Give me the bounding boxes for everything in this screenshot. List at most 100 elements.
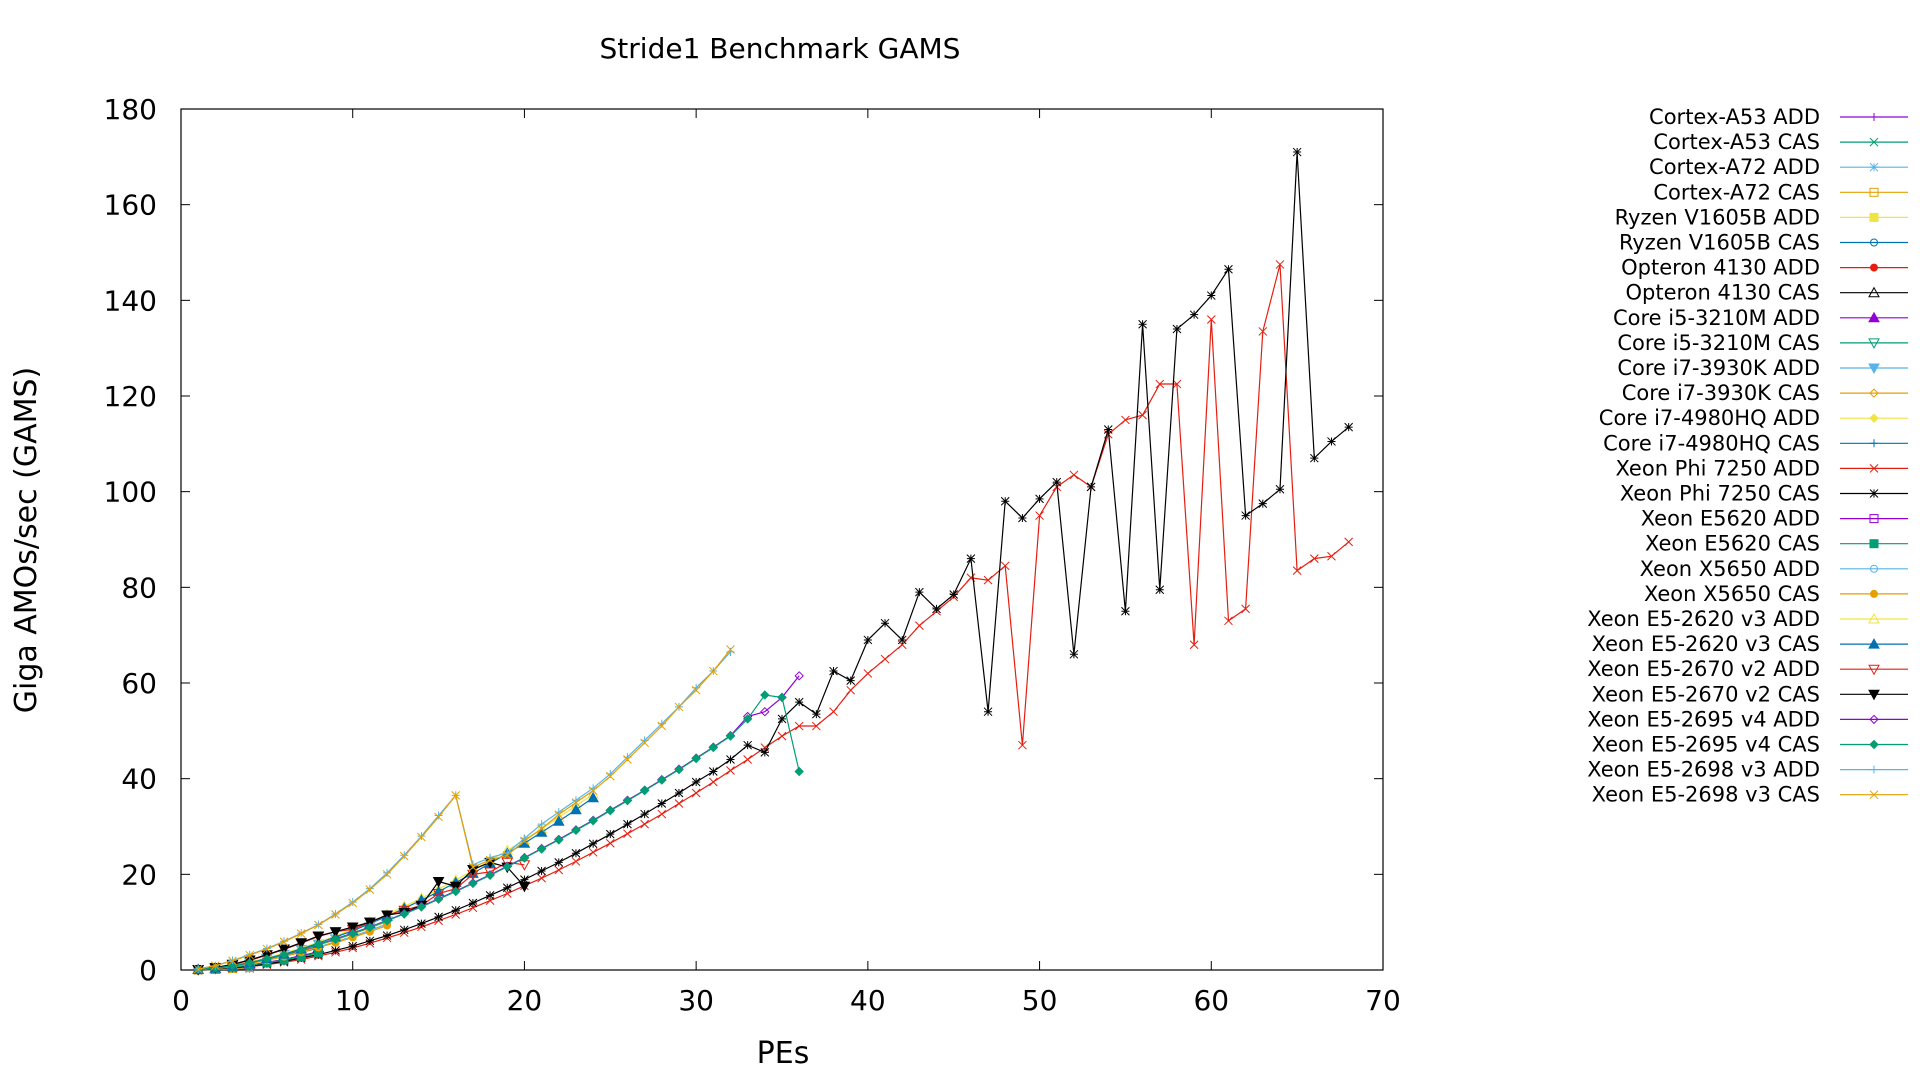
data-point <box>708 777 718 787</box>
legend-swatch-marker <box>1869 162 1879 172</box>
x-tick-label: 20 <box>507 984 543 1017</box>
data-point <box>708 666 718 676</box>
data-point <box>829 707 838 717</box>
data-point <box>432 877 445 888</box>
data-point <box>674 702 684 712</box>
legend-label: Xeon Phi 7250 ADD <box>1615 456 1820 480</box>
legend-item: Xeon E5-2670 v2 ADD <box>1587 657 1908 681</box>
data-point <box>434 912 443 922</box>
data-point <box>1155 585 1165 595</box>
legend-swatch-marker <box>1869 539 1879 549</box>
series-xeon-e5-2695-v4-add <box>193 671 804 975</box>
y-tick-label: 20 <box>121 858 157 891</box>
data-point <box>915 587 924 597</box>
series-xeon-e5-2620-v3-cas <box>192 791 599 975</box>
legend-label: Xeon X5650 ADD <box>1640 557 1820 581</box>
data-point <box>640 809 649 819</box>
data-point <box>245 950 255 960</box>
data-point <box>329 927 342 938</box>
data-point <box>348 898 358 908</box>
series-xeon-e5-2695-v4-cas <box>193 690 804 975</box>
legend-item: Ryzen V1605B ADD <box>1615 205 1908 229</box>
data-point <box>1121 415 1130 425</box>
data-point <box>1309 554 1319 563</box>
data-point <box>554 865 564 875</box>
data-point <box>365 922 375 933</box>
y-tick-label: 100 <box>104 476 157 509</box>
chart-title: Stride1 Benchmark GAMS <box>600 32 961 65</box>
data-point <box>331 910 340 919</box>
x-tick-label: 10 <box>335 984 371 1017</box>
data-point <box>1121 606 1130 616</box>
y-tick-label: 40 <box>121 763 157 796</box>
series-line <box>198 264 1350 971</box>
data-point <box>554 810 564 819</box>
legend-item: Core i7-3930K CAS <box>1622 381 1908 405</box>
data-point <box>623 755 632 764</box>
data-point <box>468 862 478 872</box>
data-point <box>417 832 426 841</box>
data-point <box>760 748 770 757</box>
data-point <box>502 883 512 893</box>
series-line <box>198 675 800 971</box>
legend-label: Xeon E5620 ADD <box>1641 507 1820 531</box>
legend-item: Xeon E5-2620 v3 ADD <box>1587 607 1908 631</box>
x-tick-label: 70 <box>1365 984 1401 1017</box>
series-line <box>198 152 1350 971</box>
data-point <box>295 938 308 949</box>
data-point <box>518 881 531 893</box>
data-point <box>622 795 633 806</box>
legend-label: Core i5-3210M CAS <box>1617 331 1820 355</box>
legend-label: Xeon E5-2670 v2 CAS <box>1592 682 1820 706</box>
data-point <box>777 731 787 741</box>
data-point <box>691 753 701 764</box>
data-point <box>417 919 426 928</box>
data-point <box>794 721 804 731</box>
series-xeon-phi-7250-add <box>193 260 1354 975</box>
legend-label: Core i5-3210M ADD <box>1613 306 1820 330</box>
data-point <box>640 738 649 748</box>
data-point <box>1258 327 1268 336</box>
data-point <box>777 714 787 724</box>
legend-item: Xeon E5-2698 v3 CAS <box>1592 783 1908 807</box>
data-point <box>639 785 650 796</box>
data-point <box>949 590 959 599</box>
y-axis: 0 20 40 60 80 100 120 140 160 180 <box>104 93 1383 987</box>
data-point <box>863 635 873 645</box>
legend-swatch-marker <box>1869 464 1879 473</box>
data-point <box>1206 291 1216 300</box>
data-point <box>382 916 392 926</box>
data-point <box>348 941 358 951</box>
data-point <box>570 803 582 815</box>
data-point <box>554 858 564 867</box>
legend-swatch-marker <box>1868 638 1880 649</box>
data-point <box>605 838 615 848</box>
data-point <box>296 929 306 939</box>
data-point <box>502 861 512 872</box>
legend-label: Xeon E5-2695 v4 CAS <box>1592 733 1820 757</box>
legend-label: Xeon E5-2695 v4 ADD <box>1587 707 1820 731</box>
data-point <box>726 755 735 764</box>
data-point <box>365 884 374 893</box>
data-point <box>1224 616 1233 626</box>
legend-item: Opteron 4130 ADD <box>1621 256 1908 280</box>
legend-swatch-marker <box>1868 311 1880 323</box>
data-point <box>1327 551 1336 561</box>
data-point <box>726 766 735 775</box>
data-point <box>1275 260 1285 269</box>
data-point <box>348 898 357 907</box>
data-point <box>657 809 667 819</box>
legend-label: Opteron 4130 ADD <box>1621 256 1820 280</box>
data-point <box>1069 470 1079 480</box>
legend-label: Xeon Phi 7250 CAS <box>1620 482 1820 506</box>
data-point <box>743 740 753 750</box>
data-point <box>451 791 461 800</box>
data-point <box>1224 264 1233 274</box>
data-point <box>1000 496 1010 506</box>
data-point <box>605 806 615 816</box>
data-point <box>811 709 821 719</box>
data-point <box>1018 740 1027 750</box>
data-point <box>726 645 735 654</box>
data-point <box>519 853 530 863</box>
